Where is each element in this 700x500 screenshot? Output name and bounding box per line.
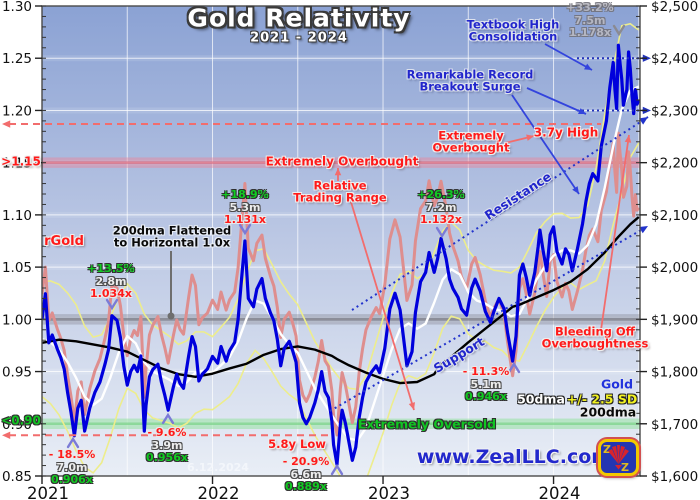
annotation-arrow — [600, 134, 630, 331]
caret-down-marker — [105, 298, 119, 311]
caret-up-marker — [330, 463, 344, 476]
annotation-arrow — [544, 43, 593, 71]
x-axis-tick-label: 2022 — [198, 484, 240, 500]
arrowhead — [334, 168, 342, 176]
arrowhead — [639, 226, 648, 234]
left-axis-tick-label: 0.90 — [2, 417, 32, 433]
left-axis-tick-label: 1.00 — [2, 312, 32, 328]
series-lower-sd-band — [42, 142, 640, 476]
left-axis-tick-label: 1.10 — [2, 208, 32, 224]
arrowhead — [408, 402, 416, 410]
right-axis-tick-label: $2,300 — [651, 103, 698, 119]
note-connector-dot — [167, 312, 175, 320]
x-axis-tick-label: 2021 — [27, 484, 69, 500]
arrowhead — [624, 135, 632, 143]
svg-text:Z: Z — [621, 461, 629, 473]
left-axis-tick-label: 1.15 — [2, 156, 32, 172]
arrowhead — [578, 108, 586, 115]
left-axis-tick-label: 0.85 — [2, 469, 32, 485]
caret-down-marker — [238, 223, 252, 236]
right-axis-tick-label: $2,500 — [651, 0, 698, 15]
right-axis-tick-label: $1,900 — [651, 312, 698, 328]
svg-text:Z: Z — [603, 443, 611, 456]
resistance-line — [351, 116, 649, 311]
right-axis-tick-label: $2,000 — [651, 260, 698, 276]
x-axis-tick-label: 2023 — [368, 484, 410, 500]
series-gold-line — [42, 43, 640, 467]
caret-up-marker — [66, 436, 80, 449]
left-axis-tick-label: 1.25 — [2, 51, 32, 67]
arrowhead — [572, 186, 579, 194]
caret-down-marker — [612, 24, 626, 37]
plot-border — [41, 5, 641, 477]
arrowhead — [639, 117, 648, 125]
right-axis-tick-label: $2,200 — [651, 156, 698, 172]
left-axis-tick-label: 1.20 — [2, 103, 32, 119]
series-200dma-line — [42, 216, 640, 385]
left-axis-tick-label: 1.05 — [2, 260, 32, 276]
right-axis-tick-label: $2,400 — [651, 51, 698, 67]
x-axis-tick-label: 2024 — [539, 484, 581, 500]
zeal-shell-icon: Z Z — [603, 443, 629, 474]
left-axis-tick-label: 1.30 — [2, 0, 32, 15]
annotation-arrow — [526, 87, 587, 115]
right-axis-tick-label: $2,100 — [651, 208, 698, 224]
zeal-logo: Z Z — [598, 439, 639, 476]
arrowhead — [584, 63, 592, 70]
left-axis-tick-label: 0.95 — [2, 365, 32, 381]
right-axis-tick-label: $1,800 — [651, 365, 698, 381]
arrowhead — [2, 120, 11, 128]
right-axis-tick-label: $1,700 — [651, 417, 698, 433]
annotation-arrow — [511, 94, 580, 195]
caret-down-marker — [435, 226, 449, 239]
arrowhead — [2, 431, 11, 439]
annotation-arrow — [350, 201, 415, 411]
support-line — [329, 225, 649, 412]
caret-up-marker — [507, 361, 521, 374]
caret-up-marker — [161, 412, 175, 425]
arrowhead — [526, 134, 534, 141]
right-axis-tick-label: $1,600 — [651, 469, 698, 485]
